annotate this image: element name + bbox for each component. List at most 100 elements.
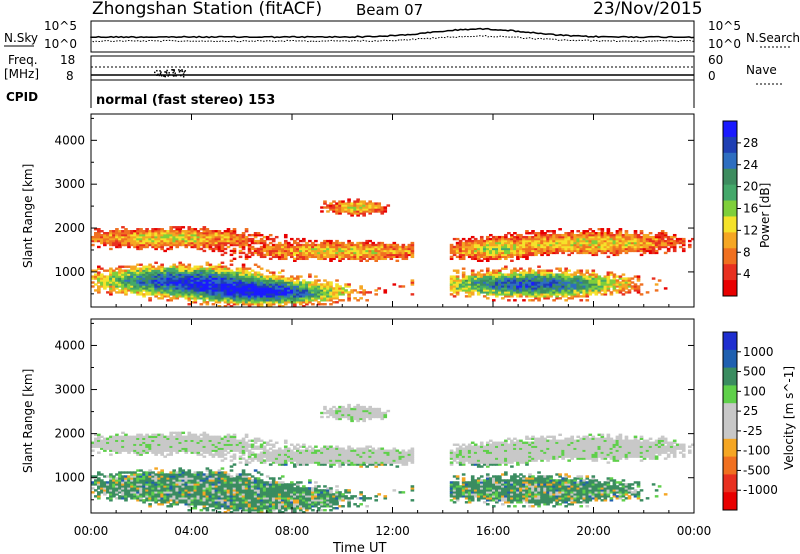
power-cell bbox=[612, 277, 617, 280]
power-cell bbox=[507, 295, 511, 298]
power-cell bbox=[163, 285, 167, 288]
power-cell bbox=[235, 279, 240, 282]
power-cell bbox=[211, 289, 216, 292]
power-cell bbox=[202, 279, 207, 282]
power-cell bbox=[657, 245, 662, 249]
power-cell bbox=[133, 273, 137, 276]
power-cell bbox=[510, 249, 514, 253]
velocity-cell bbox=[112, 449, 116, 452]
velocity-cell bbox=[181, 489, 186, 492]
power-cell bbox=[109, 247, 113, 251]
velocity-cell bbox=[202, 483, 207, 486]
power-cell bbox=[531, 231, 535, 235]
power-cell bbox=[513, 245, 517, 249]
velocity-cell bbox=[178, 469, 183, 472]
power-cell bbox=[160, 233, 164, 237]
velocity-cell bbox=[184, 495, 189, 498]
power-cell bbox=[121, 226, 125, 229]
velocity-cell bbox=[139, 445, 143, 448]
power-cell bbox=[633, 230, 638, 233]
power-cell bbox=[127, 241, 131, 245]
velocity-cell bbox=[97, 471, 101, 474]
power-cell bbox=[127, 245, 131, 249]
power-cell bbox=[133, 243, 137, 247]
power-cell bbox=[582, 241, 587, 245]
power-cell bbox=[265, 253, 270, 257]
power-cell bbox=[91, 269, 95, 272]
power-cell bbox=[145, 231, 149, 235]
velocity-cell bbox=[208, 481, 213, 484]
power-cell bbox=[205, 271, 210, 274]
velocity-cell bbox=[157, 497, 161, 500]
velocity-cell bbox=[115, 479, 119, 482]
velocity-cell bbox=[145, 481, 149, 484]
power-cell bbox=[461, 287, 466, 290]
power-cell bbox=[479, 285, 484, 288]
power-cell bbox=[181, 231, 186, 235]
power-cell bbox=[181, 293, 186, 296]
power-cell bbox=[558, 237, 562, 241]
velocity-cell bbox=[184, 479, 189, 482]
power-cell bbox=[576, 295, 581, 298]
velocity-cell bbox=[133, 451, 137, 454]
power-cell bbox=[229, 253, 234, 257]
power-cell bbox=[516, 243, 520, 247]
power-cell bbox=[121, 237, 125, 241]
power-cell bbox=[265, 283, 270, 286]
power-cell bbox=[504, 291, 508, 294]
power-cell bbox=[576, 249, 581, 253]
power-cell bbox=[654, 243, 659, 247]
power-cell bbox=[609, 249, 614, 253]
velocity-cell bbox=[97, 473, 101, 476]
power-cell bbox=[326, 255, 330, 259]
power-cell bbox=[124, 265, 128, 268]
power-cell bbox=[410, 293, 415, 296]
power-cell bbox=[211, 231, 216, 235]
power-cell bbox=[320, 241, 324, 245]
velocity-cell bbox=[145, 491, 149, 494]
power-cell bbox=[154, 281, 158, 284]
power-cell bbox=[639, 253, 644, 257]
power-cell bbox=[485, 249, 490, 253]
power-cell bbox=[341, 247, 345, 251]
velocity-cell bbox=[124, 479, 128, 482]
power-cell bbox=[495, 253, 499, 257]
velocity-cell bbox=[160, 441, 164, 444]
velocity-cell bbox=[136, 469, 140, 472]
power-cell bbox=[654, 249, 659, 253]
power-cell bbox=[268, 279, 273, 282]
power-cell bbox=[175, 245, 180, 249]
power-cell bbox=[226, 230, 231, 233]
power-cell bbox=[594, 233, 599, 237]
power-cell bbox=[332, 301, 336, 304]
power-cell bbox=[341, 299, 345, 302]
power-cell bbox=[570, 297, 574, 300]
velocity-cell bbox=[145, 493, 149, 496]
power-cell bbox=[558, 287, 562, 290]
power-cell bbox=[280, 283, 285, 286]
power-cell bbox=[178, 263, 183, 266]
power-cell bbox=[223, 301, 228, 304]
power-cell bbox=[226, 299, 231, 302]
power-cell bbox=[455, 269, 460, 272]
power-cell bbox=[353, 297, 357, 300]
power-cell bbox=[112, 283, 116, 286]
power-cell bbox=[208, 237, 213, 241]
nave-dot bbox=[173, 69, 175, 71]
power-cell bbox=[289, 245, 294, 249]
power-cell bbox=[630, 245, 635, 249]
power-cell bbox=[250, 269, 255, 272]
power-cell bbox=[576, 279, 581, 282]
power-cell bbox=[624, 245, 629, 249]
power-cell bbox=[202, 267, 207, 270]
power-cell bbox=[124, 233, 128, 237]
power-cell bbox=[488, 257, 493, 261]
power-cell bbox=[476, 279, 481, 282]
power-cell bbox=[109, 241, 113, 245]
velocity-cell bbox=[100, 435, 104, 439]
power-cell bbox=[579, 231, 584, 235]
power-cell bbox=[555, 285, 559, 288]
power-cell bbox=[326, 283, 330, 286]
power-cell bbox=[283, 277, 288, 280]
velocity-cell bbox=[157, 493, 161, 496]
